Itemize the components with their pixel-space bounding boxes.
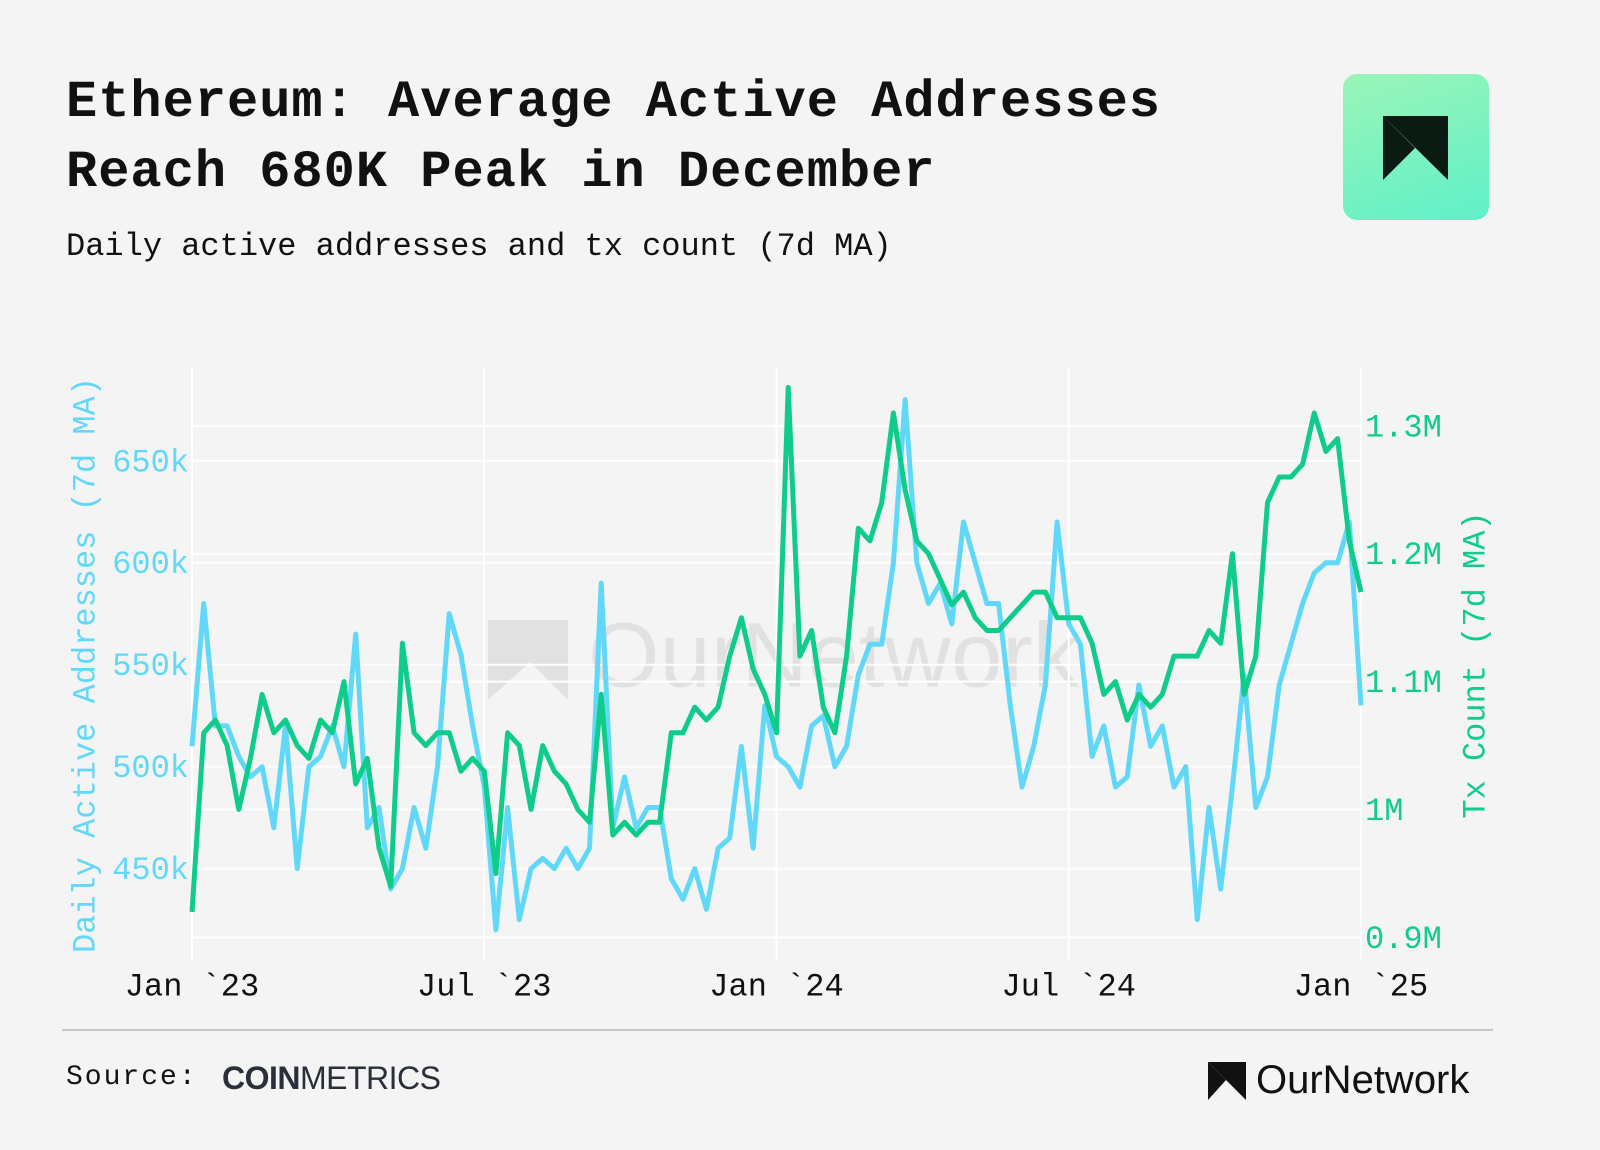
series-line bbox=[189, 397, 1364, 933]
title: Ethereum: Average Active Addresses Reach… bbox=[66, 73, 1161, 202]
source-label: Source: bbox=[66, 1062, 198, 1093]
watermark-text: OurNetwork bbox=[588, 604, 1080, 706]
y-tick-label: 600k bbox=[112, 546, 189, 583]
y2-tick-label: 1M bbox=[1365, 793, 1403, 830]
brand-logo bbox=[1343, 74, 1489, 220]
watermark: OurNetwork bbox=[488, 604, 1080, 706]
x-tick-label: Jan `23 bbox=[125, 968, 259, 1005]
series-line bbox=[189, 385, 1364, 913]
y-tick-label: 550k bbox=[112, 648, 189, 685]
logo-mark bbox=[1383, 116, 1448, 180]
source-logo-bold: COIN bbox=[222, 1060, 301, 1096]
y-tick-label: 500k bbox=[112, 750, 189, 787]
x-tick-label: Jul `23 bbox=[417, 968, 551, 1005]
source-logo-light: METRICS bbox=[300, 1060, 441, 1096]
y2-tick-label: 0.9M bbox=[1365, 921, 1442, 958]
y2-tick-label: 1.1M bbox=[1365, 665, 1442, 702]
y-tick-label: 450k bbox=[112, 852, 189, 889]
brand-footer: OurNetwork bbox=[1206, 1058, 1469, 1103]
y2-axis-title: Tx Count (7d MA) bbox=[1457, 511, 1494, 818]
brand-icon bbox=[1208, 1061, 1246, 1100]
brand-text: OurNetwork bbox=[1256, 1058, 1470, 1102]
source-logo: COINMETRICS bbox=[222, 1060, 441, 1097]
x-tick-label: Jan `24 bbox=[709, 968, 843, 1005]
subtitle: Daily active addresses and tx count (7d … bbox=[66, 228, 892, 265]
y-tick-label: 650k bbox=[112, 444, 189, 481]
x-tick-label: Jan `25 bbox=[1294, 968, 1428, 1005]
y-axis-title: Daily Active Addresses (7d MA) bbox=[67, 377, 104, 953]
x-tick-label: Jul `24 bbox=[1002, 968, 1136, 1005]
y2-tick-label: 1.2M bbox=[1365, 537, 1442, 574]
y2-tick-label: 1.3M bbox=[1365, 409, 1442, 446]
